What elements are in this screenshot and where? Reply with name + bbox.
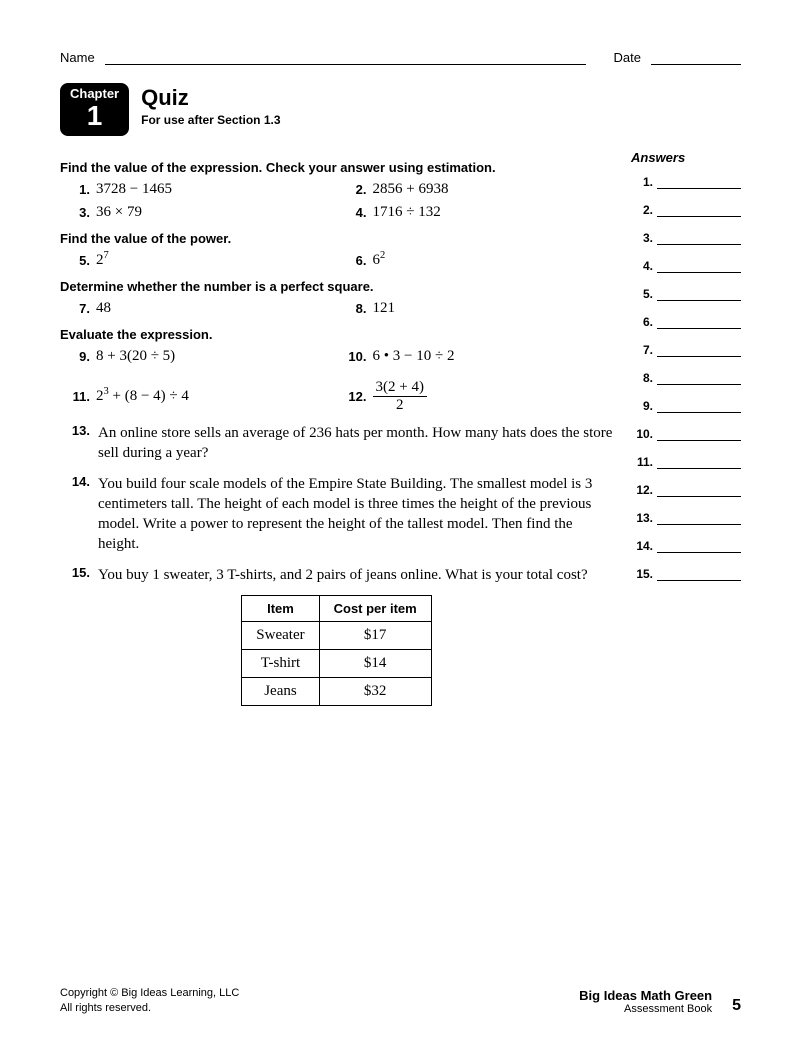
answer-line[interactable]: 15. xyxy=(631,567,741,581)
q-number: 6. xyxy=(337,253,373,268)
answers-column: Answers 1. 2. 3. 4. 5. 6. 7. 8. 9. 10. 1… xyxy=(631,150,741,706)
table-row: Jeans$32 xyxy=(242,677,431,705)
q-number: 10. xyxy=(337,349,373,364)
name-label: Name xyxy=(60,50,95,65)
q-number: 8. xyxy=(337,301,373,316)
q-number: 11. xyxy=(60,389,96,404)
q-expression: 36 × 79 xyxy=(96,204,142,221)
answer-line[interactable]: 10. xyxy=(631,427,741,441)
answers-heading: Answers xyxy=(631,150,741,165)
q-expression: 27 xyxy=(96,252,109,269)
page-footer: Copyright © Big Ideas Learning, LLC All … xyxy=(60,986,741,1015)
word-problem: 15. You buy 1 sweater, 3 T-shirts, and 2… xyxy=(60,565,613,585)
q-number: 15. xyxy=(60,565,98,585)
table-header: Cost per item xyxy=(319,595,431,621)
q-expression: 23 + (8 − 4) ÷ 4 xyxy=(96,388,189,405)
section-heading: Evaluate the expression. xyxy=(60,327,613,342)
rights-text: All rights reserved. xyxy=(60,1001,239,1015)
page-subtitle: For use after Section 1.3 xyxy=(141,113,280,127)
answer-line[interactable]: 8. xyxy=(631,371,741,385)
q-expression: 3728 − 1465 xyxy=(96,181,172,198)
q-number: 9. xyxy=(60,349,96,364)
chapter-label: Chapter xyxy=(70,87,119,101)
name-blank[interactable] xyxy=(105,50,586,65)
q-text: You build four scale models of the Empir… xyxy=(98,474,613,555)
copyright-text: Copyright © Big Ideas Learning, LLC xyxy=(60,986,239,1000)
page-number: 5 xyxy=(732,997,741,1015)
word-problem: 13. An online store sells an average of … xyxy=(60,423,613,464)
chapter-header: Chapter 1 Quiz For use after Section 1.3 xyxy=(60,83,741,136)
q-number: 3. xyxy=(60,205,96,220)
book-title: Big Ideas Math Green xyxy=(579,988,712,1003)
section-heading: Determine whether the number is a perfec… xyxy=(60,279,613,294)
answer-line[interactable]: 7. xyxy=(631,343,741,357)
chapter-badge: Chapter 1 xyxy=(60,83,129,136)
page-title: Quiz xyxy=(141,85,280,111)
questions-column: Find the value of the expression. Check … xyxy=(60,150,613,706)
word-problem: 14. You build four scale models of the E… xyxy=(60,474,613,555)
chapter-number: 1 xyxy=(70,101,119,130)
q-number: 14. xyxy=(60,474,98,555)
q-number: 1. xyxy=(60,182,96,197)
q-number: 2. xyxy=(337,182,373,197)
date-label: Date xyxy=(614,50,641,65)
answer-line[interactable]: 14. xyxy=(631,539,741,553)
q-expression: 8 + 3(20 ÷ 5) xyxy=(96,348,175,365)
answer-line[interactable]: 3. xyxy=(631,231,741,245)
answer-line[interactable]: 4. xyxy=(631,259,741,273)
q-number: 7. xyxy=(60,301,96,316)
q-expression: 48 xyxy=(96,300,111,317)
date-blank[interactable] xyxy=(651,50,741,65)
q-text: An online store sells an average of 236 … xyxy=(98,423,613,464)
answer-line[interactable]: 9. xyxy=(631,399,741,413)
table-row: Sweater$17 xyxy=(242,621,431,649)
section-heading: Find the value of the expression. Check … xyxy=(60,160,613,175)
q-number: 4. xyxy=(337,205,373,220)
answer-line[interactable]: 6. xyxy=(631,315,741,329)
answer-line[interactable]: 11. xyxy=(631,455,741,469)
q-expression: 2856 + 6938 xyxy=(373,181,449,198)
q-expression: 3(2 + 4)2 xyxy=(373,379,427,413)
answer-line[interactable]: 2. xyxy=(631,203,741,217)
q-number: 12. xyxy=(337,389,373,404)
section-heading: Find the value of the power. xyxy=(60,231,613,246)
worksheet-page: Name Date Chapter 1 Quiz For use after S… xyxy=(0,0,801,1045)
answer-line[interactable]: 13. xyxy=(631,511,741,525)
q-expression: 1716 ÷ 132 xyxy=(373,204,441,221)
q-expression: 121 xyxy=(373,300,396,317)
answer-line[interactable]: 1. xyxy=(631,175,741,189)
cost-table: Item Cost per item Sweater$17 T-shirt$14… xyxy=(241,595,431,706)
answer-line[interactable]: 12. xyxy=(631,483,741,497)
table-header: Item xyxy=(242,595,319,621)
book-subtitle: Assessment Book xyxy=(579,1003,712,1015)
q-number: 5. xyxy=(60,253,96,268)
name-date-row: Name Date xyxy=(60,50,741,65)
q-expression: 6 • 3 − 10 ÷ 2 xyxy=(373,348,455,365)
table-row: T-shirt$14 xyxy=(242,649,431,677)
answer-line[interactable]: 5. xyxy=(631,287,741,301)
content-row: Find the value of the expression. Check … xyxy=(60,150,741,706)
q-text: You buy 1 sweater, 3 T-shirts, and 2 pai… xyxy=(98,565,613,585)
q-number: 13. xyxy=(60,423,98,464)
q-expression: 62 xyxy=(373,252,386,269)
